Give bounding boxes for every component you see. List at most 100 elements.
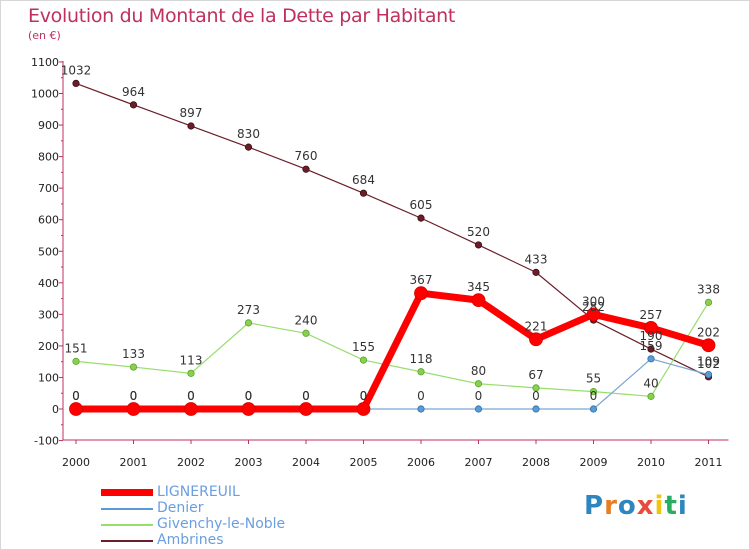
logo-letter: o: [617, 491, 637, 521]
legend-label: Denier: [157, 500, 204, 516]
legend-label: LIGNEREUIL: [157, 484, 240, 500]
y-tick-label: -100: [34, 435, 59, 448]
data-label-lignereuil: 367: [410, 273, 433, 287]
data-point-denier: [704, 371, 713, 379]
y-tick-label: 1100: [31, 56, 59, 69]
data-point-ambrines: [532, 268, 540, 276]
data-point-givenchy-le-noble: [187, 369, 195, 377]
data-point-ambrines: [474, 241, 483, 249]
logo-letter: r: [604, 491, 618, 521]
series-givenchy-le-noble: [72, 298, 713, 400]
logo-letter: i: [677, 491, 688, 521]
data-labels: 1032 964 897 830 760 684 605 520 433 282 190 102 151…: [61, 63, 720, 403]
legend-item: Ambrines: [101, 533, 361, 548]
legend-swatch: [101, 524, 153, 526]
series-layer: [69, 79, 716, 416]
data-point-lignereuil: [184, 402, 198, 416]
data-label-denier: 0: [130, 389, 138, 403]
data-label-ambrines: 897: [180, 106, 203, 120]
data-label-givenchy-le-noble: 273: [237, 303, 260, 317]
data-label-denier: 0: [590, 389, 598, 403]
data-label-givenchy-le-noble: 113: [180, 353, 203, 367]
y-tick-label: 100: [38, 371, 59, 384]
data-point-givenchy-le-noble: [532, 384, 540, 392]
data-point-ambrines: [72, 79, 80, 88]
legend-swatch: [101, 489, 153, 496]
data-point-ambrines: [417, 214, 425, 222]
y-tick-label: 300: [38, 308, 59, 321]
logo-letter: i: [654, 491, 665, 521]
data-label-lignereuil: 300: [582, 294, 605, 308]
data-label-givenchy-le-noble: 338: [697, 282, 720, 296]
x-tick-label: 2000: [62, 456, 90, 469]
y-tick-label: 900: [38, 119, 59, 132]
data-point-givenchy-le-noble: [647, 392, 655, 400]
data-point-lignereuil: [356, 402, 371, 416]
data-point-ambrines: [359, 189, 368, 197]
data-label-ambrines: 830: [237, 127, 260, 141]
series-lignereuil: [69, 286, 716, 416]
x-tick-label: 2002: [177, 456, 205, 469]
data-label-ambrines: 760: [295, 149, 318, 163]
proxiti-logo: Proxiti: [584, 491, 688, 521]
data-point-givenchy-le-noble: [302, 329, 310, 337]
data-label-ambrines: 1032: [61, 63, 92, 77]
data-point-lignereuil: [701, 338, 716, 353]
data-point-lignereuil: [69, 402, 83, 416]
data-label-denier: 0: [532, 389, 540, 403]
x-tick-label: 2005: [350, 456, 378, 469]
data-label-denier: 0: [360, 389, 368, 403]
data-point-lignereuil: [241, 402, 256, 416]
data-label-lignereuil: 0: [187, 389, 195, 403]
series-denier: [72, 355, 713, 413]
data-label-givenchy-le-noble: 55: [586, 372, 601, 386]
data-point-lignereuil: [471, 293, 486, 308]
data-label-lignereuil: 0: [360, 389, 368, 403]
data-label-denier: 0: [302, 389, 310, 403]
x-tick-label: 2007: [465, 456, 493, 469]
data-label-denier: 109: [697, 355, 720, 369]
series-line-ambrines: [75, 82, 709, 378]
x-tick-label: 2008: [522, 456, 550, 469]
data-label-lignereuil: 0: [302, 389, 310, 403]
axes: -100010020030040050060070080090010001100…: [31, 56, 729, 469]
legend-item: Denier: [101, 501, 361, 516]
y-tick-label: 600: [38, 214, 59, 227]
data-label-givenchy-le-noble: 240: [295, 313, 318, 327]
y-tick-label: 200: [38, 340, 59, 353]
data-point-lignereuil: [644, 321, 658, 335]
legend-label: Ambrines: [157, 532, 224, 548]
data-point-denier: [417, 405, 425, 413]
data-point-givenchy-le-noble: [417, 368, 425, 376]
legend-swatch: [101, 540, 153, 542]
data-label-lignereuil: 257: [640, 308, 663, 322]
data-label-ambrines: 102: [697, 357, 720, 371]
data-label-denier: 0: [187, 389, 195, 403]
series-ambrines: [72, 79, 713, 381]
x-tick-label: 2001: [120, 456, 148, 469]
data-label-denier: 0: [245, 389, 253, 403]
data-point-givenchy-le-noble: [474, 380, 483, 388]
series-line-givenchy-le-noble: [75, 302, 710, 397]
chart-subtitle: (en €): [28, 29, 61, 42]
legend-item: LIGNEREUIL: [101, 485, 361, 500]
data-label-lignereuil: 345: [467, 280, 490, 294]
data-point-lignereuil: [299, 402, 313, 416]
data-point-givenchy-le-noble: [72, 357, 80, 365]
data-point-lignereuil: [126, 402, 141, 416]
data-point-ambrines: [647, 345, 655, 353]
data-label-ambrines: 282: [582, 300, 605, 314]
data-label-givenchy-le-noble: 80: [471, 364, 486, 378]
data-label-denier: 159: [640, 339, 663, 353]
data-point-denier: [589, 405, 598, 413]
data-label-ambrines: 190: [640, 329, 663, 343]
data-label-givenchy-le-noble: 151: [65, 341, 88, 355]
data-label-lignereuil: 221: [525, 319, 548, 333]
y-tick-label: 700: [38, 182, 59, 195]
data-point-givenchy-le-noble: [589, 388, 598, 396]
x-tick-label: 2003: [235, 456, 263, 469]
logo-letter: t: [664, 491, 678, 521]
series-line-lignereuil: [76, 289, 710, 413]
data-point-givenchy-le-noble: [359, 356, 368, 364]
